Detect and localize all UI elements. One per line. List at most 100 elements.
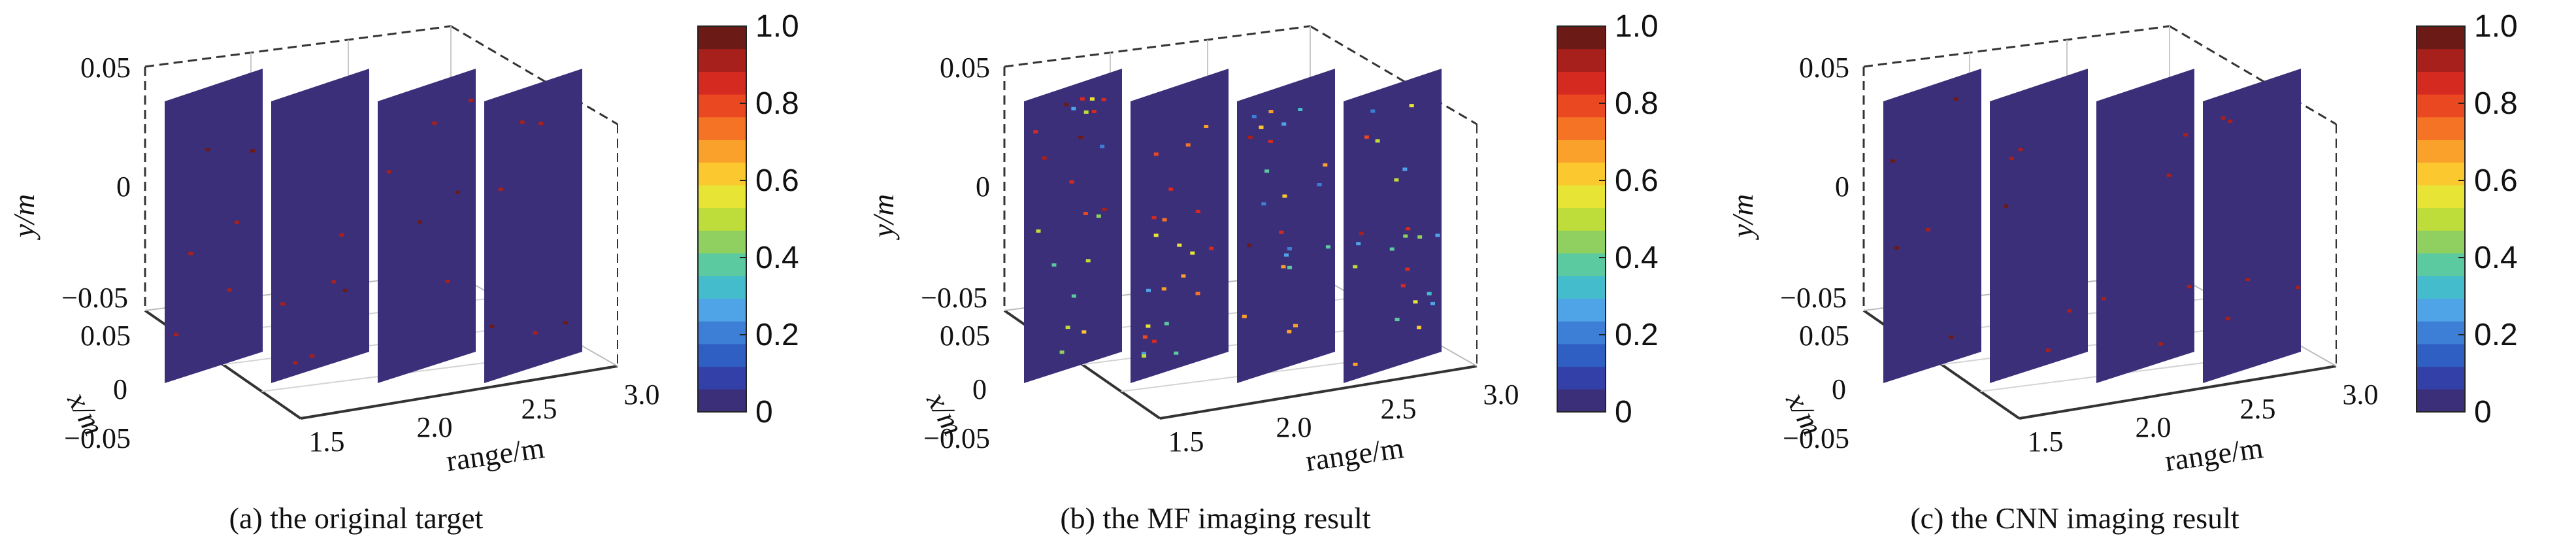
range-tick-label: 2.5 — [1381, 393, 1417, 425]
colorbar-band — [2417, 366, 2465, 390]
colorbar-tick-label: 0.2 — [755, 318, 799, 352]
scatter-point — [1282, 194, 1287, 198]
x-tick-label: 0.05 — [940, 320, 990, 352]
colorbar-band — [698, 71, 746, 95]
scatter-point — [1089, 97, 1095, 101]
scatter-point — [2183, 133, 2188, 137]
panel-b: 0.050−0.050.050−0.05 1.5 2.02.5 3.0y/mx/mra… — [867, 9, 1659, 535]
scatter-point — [1359, 231, 1364, 235]
scatter-point — [1279, 230, 1284, 234]
scatter-point — [1153, 233, 1159, 237]
scatter-point — [1042, 156, 1047, 160]
x-tick-label: 0 — [1832, 373, 1846, 405]
scatter-point — [1101, 97, 1106, 101]
range-tick-label: 2.0 — [417, 411, 453, 443]
scatter-point — [1323, 163, 1328, 167]
plane-surface — [2203, 69, 2301, 383]
x-tick-label: −0.05 — [64, 422, 131, 454]
scatter-point — [1100, 144, 1105, 148]
colorbar-band — [1557, 48, 1606, 72]
colorbar-band — [2417, 253, 2465, 277]
range-tick-label: 3.0 — [624, 379, 660, 411]
scatter-point — [1395, 318, 1400, 322]
grid-line — [1941, 324, 2248, 365]
range-tick-label: 1.5 — [309, 426, 345, 458]
y-tick-label: 0.05 — [940, 52, 990, 84]
target-plane — [1237, 69, 1335, 383]
axis-line — [450, 25, 618, 126]
x-tick-label: 0 — [113, 373, 127, 405]
colorbar-band — [2417, 230, 2465, 254]
colorbar-band — [698, 275, 746, 299]
scatter-point — [234, 220, 239, 224]
grid-line — [222, 324, 529, 365]
scatter-point — [418, 220, 423, 224]
colorbar-tick-label: 0 — [755, 395, 773, 430]
colorbar-tick-label: 0.6 — [2474, 163, 2518, 198]
scatter-point — [1142, 335, 1148, 339]
scatter-point — [1177, 243, 1182, 247]
scatter-point — [1146, 288, 1151, 292]
colorbar-tick-label: 1.0 — [755, 9, 799, 44]
scatter-point — [1036, 229, 1041, 233]
colorbar-band — [1557, 321, 1606, 345]
scatter-point — [1168, 187, 1174, 191]
colorbar-band — [1557, 343, 1606, 367]
axis-line — [2169, 25, 2337, 126]
y-tick-label: −0.05 — [921, 282, 987, 314]
range-tick-label: 1.5 — [2028, 426, 2064, 458]
axis-line — [1159, 365, 1478, 420]
scatter-point — [1161, 287, 1166, 291]
scatter-point — [2009, 156, 2015, 160]
scatter-point — [310, 354, 315, 358]
colorbar-tick-label: 0.2 — [1615, 318, 1659, 352]
colorbar-band — [2417, 116, 2465, 141]
y-tick-label: 0.05 — [1799, 52, 1849, 84]
colorbar-band — [1557, 71, 1606, 95]
scatter-point — [1185, 143, 1191, 147]
colorbar-band — [698, 94, 746, 118]
plane-surface — [1237, 69, 1335, 383]
scatter-point — [1375, 139, 1380, 143]
x-tick-label: 0 — [972, 373, 987, 405]
scatter-point — [1247, 135, 1253, 139]
range-tick-label: 2.0 — [2136, 411, 2171, 443]
scatter-point — [1894, 246, 1899, 250]
scatter-point — [1890, 159, 1895, 163]
scatter-point — [1287, 329, 1292, 333]
y-tick-label: 0 — [1835, 171, 1849, 203]
scatter-point — [1370, 109, 1376, 113]
plane-surface — [484, 69, 582, 383]
colorbar-tick-label: 0 — [1615, 395, 1632, 430]
scatter-point — [1435, 233, 1440, 237]
scatter-point — [1033, 130, 1038, 134]
colorbar-band — [698, 253, 746, 277]
scatter-point — [1071, 294, 1076, 298]
panel-c: 0.050−0.050.050−0.05 1.5 2.02.5 3.0y/mx/mra… — [1726, 9, 2518, 535]
scatter-point — [1413, 300, 1418, 304]
scatter-point — [1953, 97, 1958, 101]
scatter-point — [1298, 108, 1303, 111]
scatter-point — [1251, 115, 1257, 118]
scatter-point — [1195, 292, 1200, 295]
scatter-point — [1151, 339, 1157, 343]
scatter-point — [205, 148, 210, 152]
scatter-point — [1078, 135, 1083, 139]
colorbar: 1.0 0.8 0.6 0.4 0.2 0 — [2416, 9, 2518, 430]
scatter-point — [1925, 228, 1930, 231]
x-tick-label: 0.05 — [80, 320, 131, 352]
colorbar-band — [2417, 139, 2465, 163]
scatter-point — [1281, 122, 1287, 126]
scatter-point — [1153, 152, 1159, 156]
scatter-point — [188, 252, 193, 256]
scatter-point — [1325, 245, 1330, 249]
colorbar-band — [1557, 275, 1606, 299]
scatter-point — [339, 233, 344, 237]
colorbar-band — [2417, 94, 2465, 118]
scatter-point — [1430, 301, 1435, 305]
scatter-point — [1949, 335, 1954, 339]
scatter-point — [1162, 218, 1167, 222]
scatter-point — [293, 361, 297, 365]
range-tick-label: 2.5 — [521, 393, 557, 425]
